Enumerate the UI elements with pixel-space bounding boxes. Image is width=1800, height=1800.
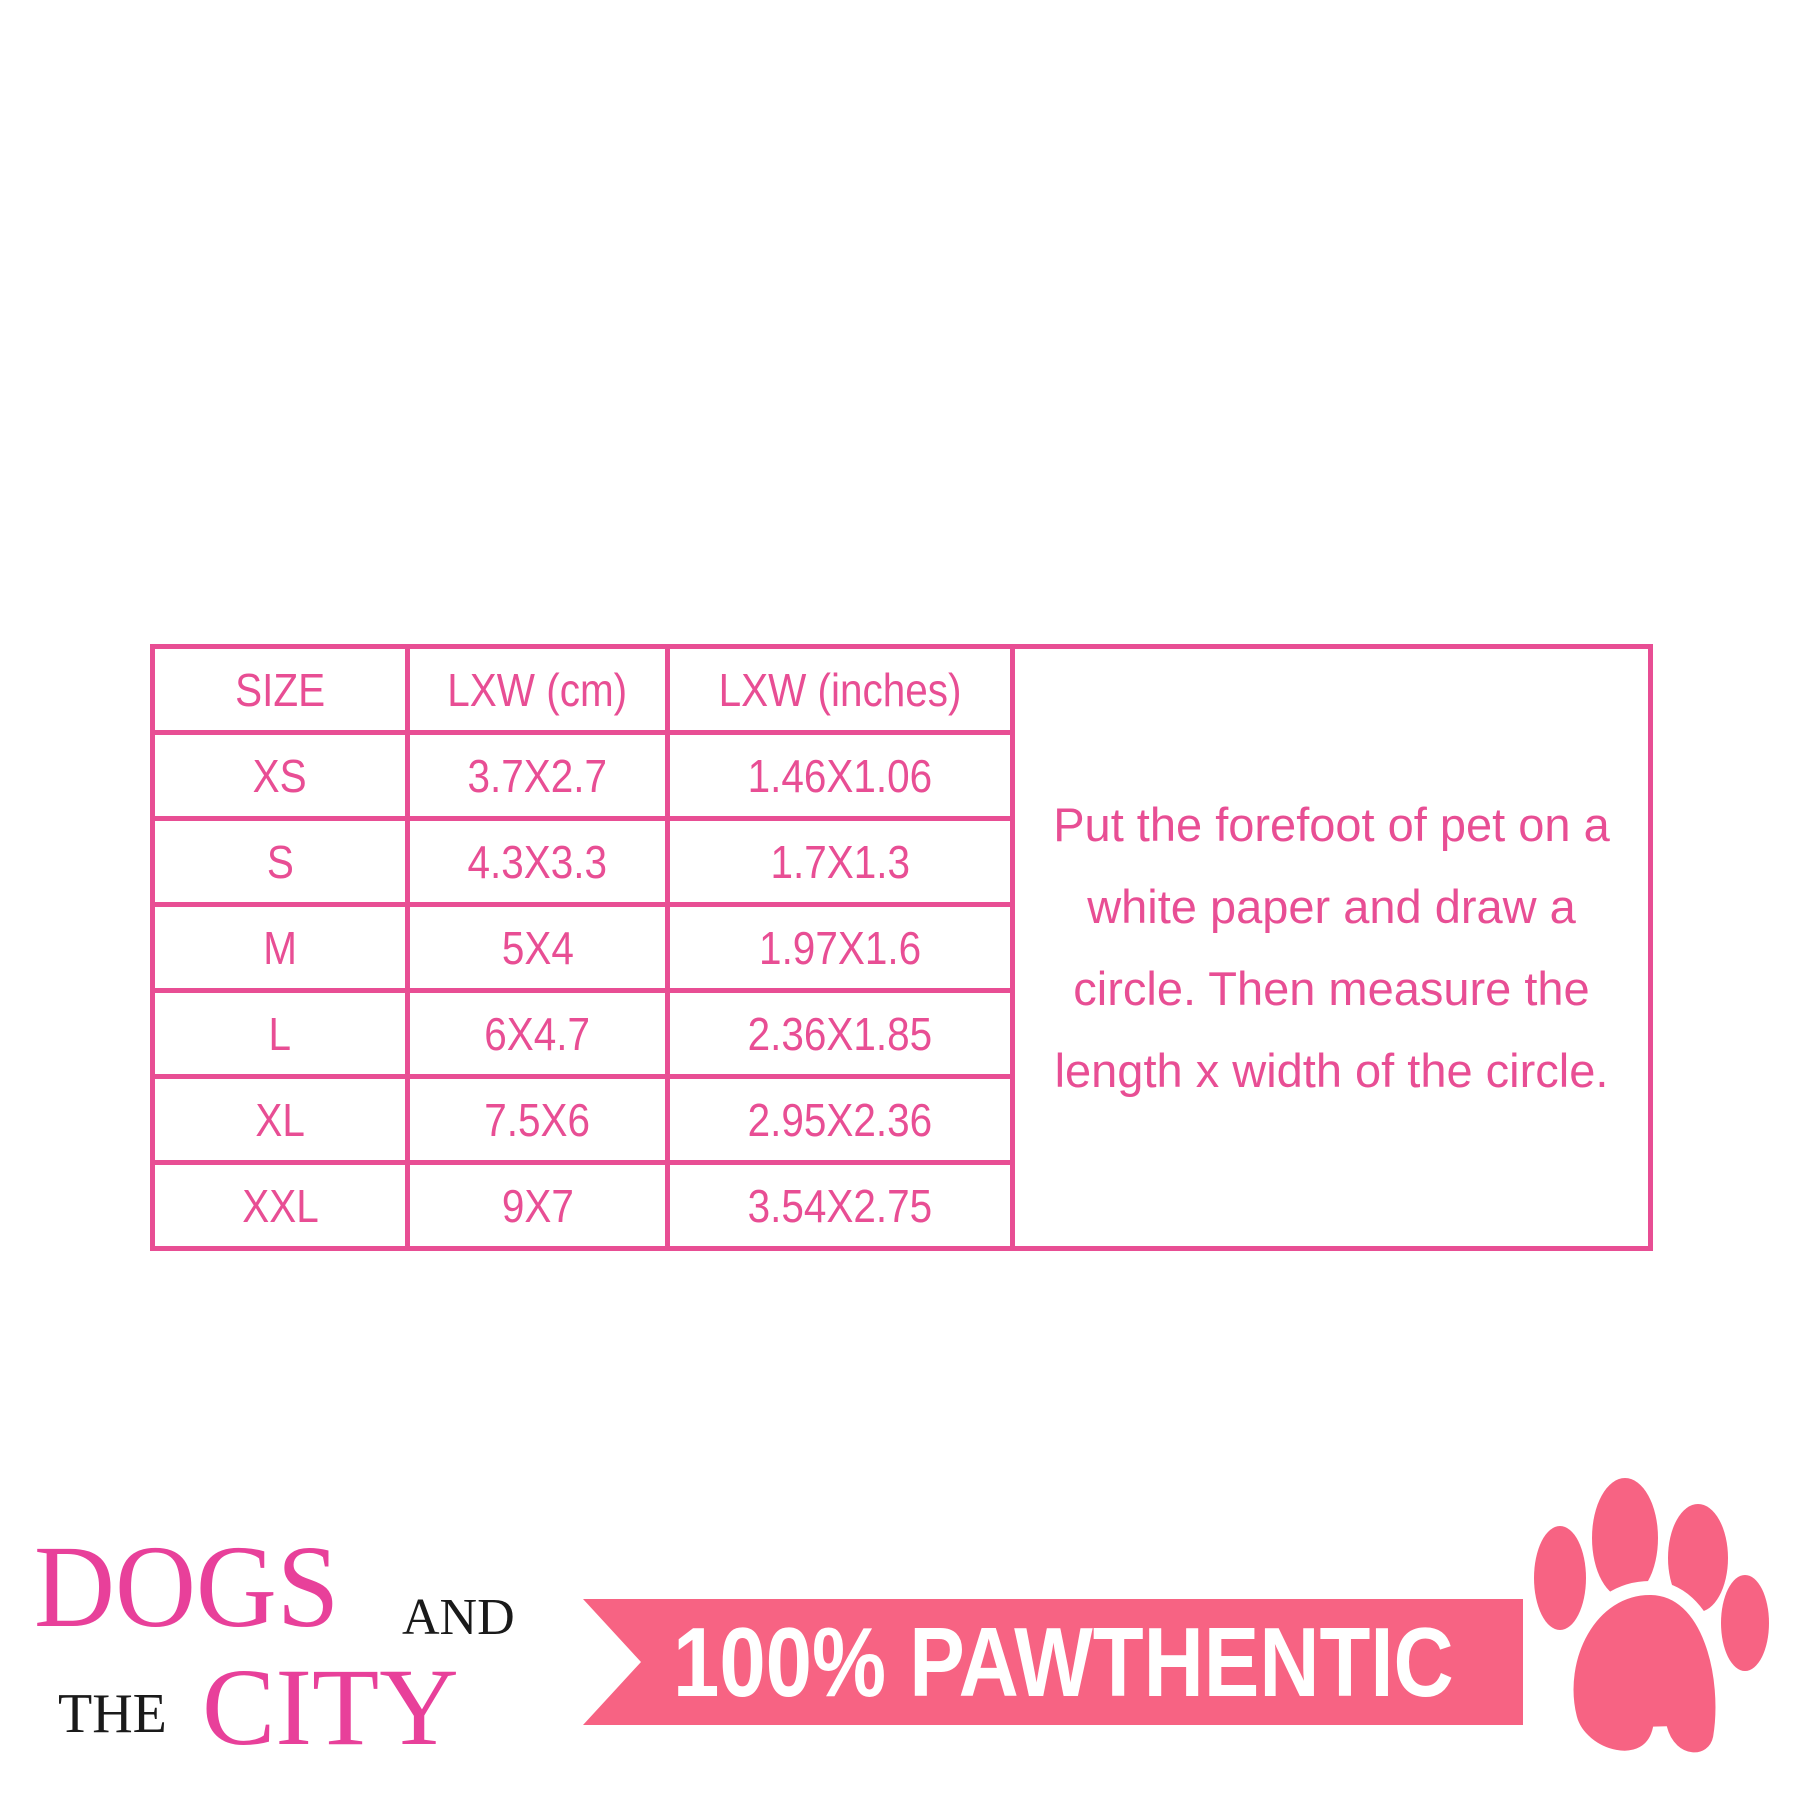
dogs-and-the-city-logo: DOGS AND THE CITY bbox=[34, 1528, 554, 1778]
logo-word-and: AND bbox=[402, 1589, 515, 1646]
table-row: XL 7.5X6 2.95X2.36 bbox=[150, 1074, 1651, 1165]
header-size: SIZE bbox=[150, 644, 410, 735]
table-row: L 6X4.7 2.36X1.85 bbox=[150, 988, 1651, 1079]
table-row: XXL 9X7 3.54X2.75 bbox=[150, 1160, 1651, 1251]
header-inches: LXW (inches) bbox=[665, 644, 1015, 735]
logo-word-dogs: DOGS bbox=[34, 1521, 340, 1652]
size-table: SIZE LXW (cm) LXW (inches) Put the foref… bbox=[150, 644, 1653, 1251]
paw-print-icon bbox=[1534, 1478, 1769, 1767]
table-row: S 4.3X3.3 1.7X1.3 bbox=[150, 816, 1651, 907]
measure-instructions: Put the forefoot of pet on a white paper… bbox=[1010, 644, 1653, 1251]
logo-word-city: CITY bbox=[202, 1646, 459, 1768]
banner-text: 100% PAWTHENTIC bbox=[673, 1607, 1454, 1717]
table-row: M 5X4 1.97X1.6 bbox=[150, 902, 1651, 993]
table-row: XS 3.7X2.7 1.46X1.06 bbox=[150, 730, 1651, 821]
header-cm: LXW (cm) bbox=[405, 644, 670, 735]
banner-ribbon bbox=[583, 1599, 1523, 1725]
table-header-row: SIZE LXW (cm) LXW (inches) Put the foref… bbox=[150, 644, 1653, 1251]
logo-word-the: THE bbox=[58, 1683, 167, 1745]
